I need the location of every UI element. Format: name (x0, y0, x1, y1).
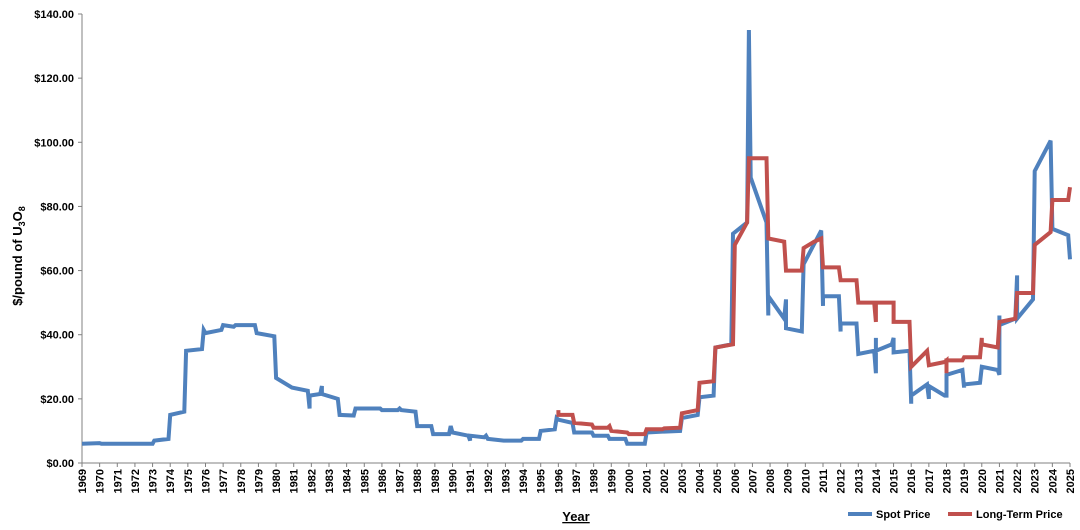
x-tick-label: 1990 (448, 469, 460, 493)
x-tick-label: 1989 (430, 469, 442, 493)
x-tick-label: 1983 (324, 469, 336, 493)
legend-item-spot: Spot Price (848, 509, 930, 521)
x-tick-label: 1992 (483, 469, 495, 493)
y-axis-ticks: $0.00 $20.00 $40.00 $60.00 $80.00 $100.00 $120… (34, 9, 82, 470)
x-tick-label: 1980 (271, 469, 283, 493)
series-line-spot-price (81, 29, 1072, 446)
x-tick-label: 1984 (342, 468, 354, 493)
x-tick-label: 1975 (183, 469, 195, 493)
legend-item-long-term: Long-Term Price (948, 509, 1063, 521)
legend: Spot Price Long-Term Price (848, 509, 1063, 521)
x-tick-label: 2004 (695, 468, 707, 493)
x-tick-label: 2024 (1047, 468, 1059, 493)
y-axis-title-main: $/pound of U (10, 226, 25, 305)
x-tick-label: 1979 (253, 469, 265, 493)
x-tick-label: 2009 (783, 469, 795, 493)
legend-label-long-term: Long-Term Price (976, 509, 1063, 521)
x-tick-label: 1971 (112, 469, 124, 493)
x-tick-label: 2006 (730, 469, 742, 493)
y-tick-label: $80.00 (40, 201, 74, 213)
x-tick-label: 1978 (236, 469, 248, 493)
x-tick-label: 1974 (165, 468, 177, 493)
plot-axes (81, 14, 1070, 464)
y-tick-label: $40.00 (40, 330, 74, 342)
x-tick-label: 2000 (624, 469, 636, 493)
x-tick-label: 1999 (606, 469, 618, 493)
x-tick-label: 1995 (536, 469, 548, 493)
x-tick-label: 2001 (642, 469, 654, 493)
legend-label-spot: Spot Price (876, 509, 930, 521)
x-tick-label: 1985 (359, 469, 371, 493)
x-tick-label: 1970 (95, 469, 107, 493)
y-tick-label: $60.00 (40, 266, 74, 278)
x-tick-label: 2012 (836, 469, 848, 493)
x-tick-label: 2014 (871, 468, 883, 493)
x-tick-label: 2007 (747, 469, 759, 493)
x-tick-label: 2015 (889, 469, 901, 493)
x-tick-label: 2018 (942, 469, 954, 493)
x-tick-label: 1996 (553, 469, 565, 493)
x-tick-label: 2013 (853, 469, 865, 493)
y-axis-title-sub-3: 3 (17, 221, 27, 226)
x-tick-label: 1973 (148, 469, 160, 493)
x-tick-label: 1997 (571, 469, 583, 493)
x-tick-label: 2021 (994, 469, 1006, 493)
x-tick-label: 1998 (589, 469, 601, 493)
y-axis-title-o: O (10, 211, 25, 221)
x-tick-label: 1994 (518, 468, 530, 493)
x-tick-label: 2016 (906, 469, 918, 493)
x-tick-label: 1972 (130, 469, 142, 493)
x-tick-label: 2002 (659, 469, 671, 493)
x-tick-label: 2020 (977, 469, 989, 493)
x-tick-label: 2019 (959, 469, 971, 493)
x-tick-label: 1993 (500, 469, 512, 493)
x-tick-label: 2011 (818, 469, 830, 493)
x-tick-label: 2017 (924, 469, 936, 493)
x-tick-label: 1977 (218, 469, 230, 493)
x-tick-label: 2005 (712, 469, 724, 493)
x-tick-label: 1982 (306, 469, 318, 493)
x-tick-label: 2008 (765, 469, 777, 493)
series-line-long-term-price (556, 156, 1072, 437)
x-tick-label: 1991 (465, 469, 477, 493)
x-tick-label: 2022 (1012, 469, 1024, 493)
x-tick-label: 1986 (377, 469, 389, 493)
y-tick-label: $140.00 (34, 9, 74, 21)
y-tick-label: $0.00 (46, 458, 74, 470)
series-lines (81, 29, 1072, 446)
x-tick-label: 1981 (289, 469, 301, 493)
x-tick-label: 1988 (412, 469, 424, 493)
y-axis-title: $/pound of U3O8 (10, 206, 27, 306)
x-tick-label: 2025 (1065, 469, 1077, 493)
x-tick-label: 1969 (77, 469, 89, 493)
x-tick-label: 2010 (800, 469, 812, 493)
x-axis-title: Year (562, 509, 589, 524)
x-tick-label: 1987 (395, 469, 407, 493)
y-axis-title-sub-8: 8 (17, 206, 27, 211)
y-tick-label: $100.00 (34, 137, 74, 149)
x-axis-ticks: 1969 1970 1971 1972 1973 1974 1975 1976 1977 1978… (77, 463, 1077, 493)
x-tick-label: 2003 (677, 469, 689, 493)
y-tick-label: $120.00 (34, 73, 74, 85)
x-tick-label: 2023 (1030, 469, 1042, 493)
x-tick-label: 1976 (201, 469, 213, 493)
y-tick-label: $20.00 (40, 394, 74, 406)
